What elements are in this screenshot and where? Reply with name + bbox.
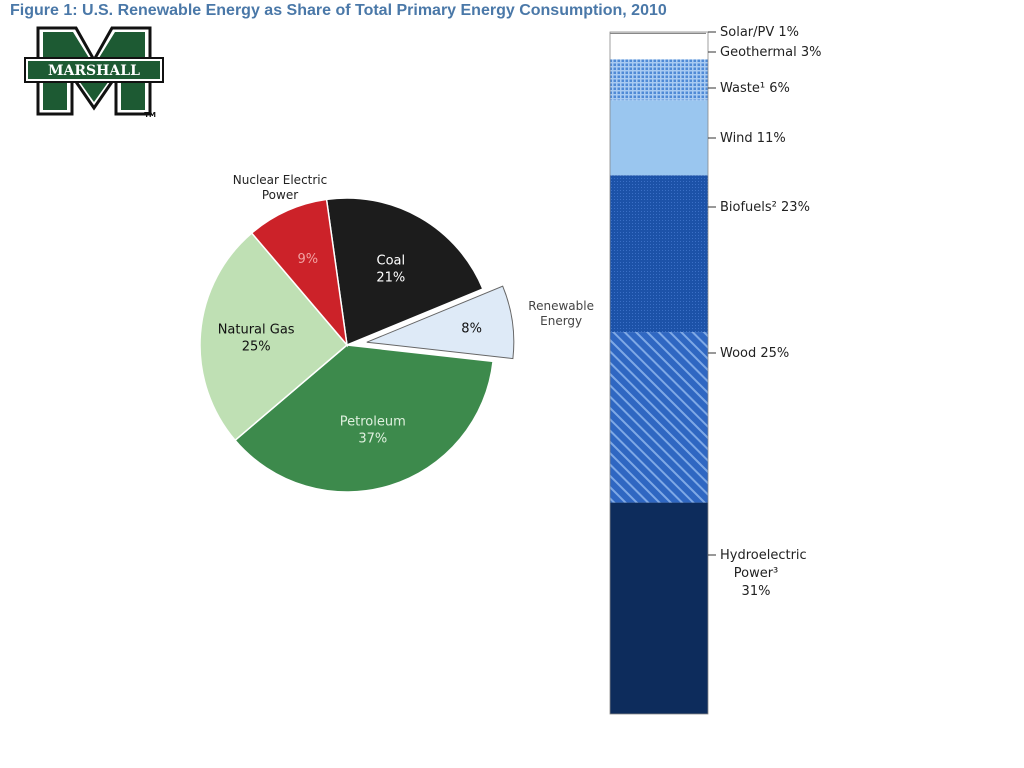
figure-title: Figure 1: U.S. Renewable Energy as Share… — [10, 2, 667, 19]
bar-segment-biofuels — [610, 175, 708, 333]
pie-value-label: 8% — [461, 321, 482, 336]
pie-value-label: 25% — [242, 340, 271, 355]
bar-segment-label: Waste¹ 6% — [720, 81, 790, 96]
bar-labels: Hydroelectric Power³ 31% Wood 25% Biofuels² … — [708, 25, 821, 599]
pie-category-label: Renewable — [528, 299, 594, 313]
pie-value-label: 37% — [358, 431, 387, 446]
pie-slice-renewable-energy — [366, 285, 515, 360]
bar-segment-label: Hydroelectric — [720, 548, 807, 563]
bar-outline — [609, 31, 709, 715]
pie-slice-petroleum — [233, 344, 494, 493]
pie-value-label: 9% — [298, 252, 319, 267]
renewable-breakdown-stacked-bar: Hydroelectric Power³ 31% Wood 25% Biofuels² … — [609, 25, 821, 715]
logo-trademark: TM — [144, 111, 156, 119]
pie-category-label: Coal — [377, 253, 406, 268]
bar-segment-label: Biofuels² 23% — [720, 200, 810, 215]
bar-segment-label: Geothermal 3% — [720, 45, 821, 60]
bar-segment-label: 31% — [742, 584, 771, 599]
bar-segment-wood — [610, 332, 708, 503]
bar-segment-hydroelectric — [610, 502, 708, 714]
pie-category-label: Natural Gas — [218, 323, 295, 338]
marshall-m-logo-icon: MARSHALL TM — [24, 26, 164, 119]
pie-slice-coal — [325, 197, 484, 347]
logo-text: MARSHALL — [48, 63, 140, 79]
pie-value-label: 21% — [376, 270, 405, 285]
bar-segment-label: Wind 11% — [720, 131, 786, 146]
bar-segments — [609, 31, 709, 715]
pie-category-label: Energy — [540, 314, 582, 328]
bar-segment-solar-pv — [610, 32, 708, 39]
bar-segment-geothermal — [610, 38, 708, 60]
bar-segment-label: Wood 25% — [720, 346, 789, 361]
pie-category-label: Power — [262, 188, 298, 202]
bar-segment-waste — [610, 59, 708, 101]
bar-segment-label: Solar/PV 1% — [720, 25, 799, 40]
pie-slices — [199, 197, 515, 493]
pie-category-label: Petroleum — [340, 414, 406, 429]
pie-slice-nuclear-electric-power — [250, 198, 349, 348]
bar-segment-wind — [610, 100, 708, 176]
bar-segment-label: Power³ — [734, 566, 779, 581]
pie-category-label: Nuclear Electric — [233, 173, 327, 187]
pie-slice-natural-gas — [199, 231, 349, 442]
